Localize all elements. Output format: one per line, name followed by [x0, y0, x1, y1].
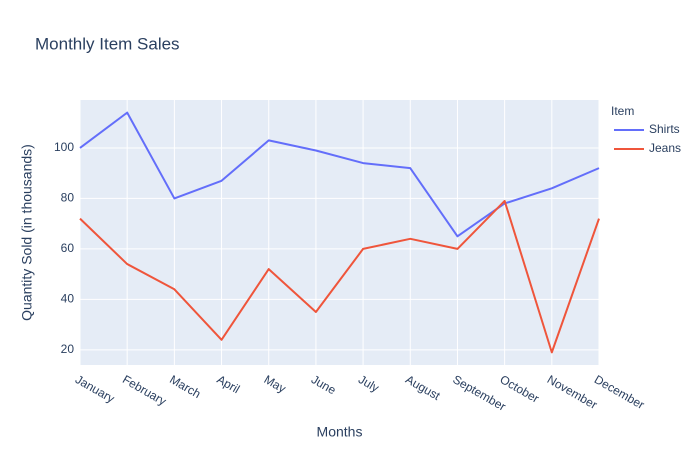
- x-axis-title: Months: [317, 424, 363, 440]
- x-tick-label: June: [309, 372, 339, 397]
- x-tick-label: January: [73, 372, 117, 405]
- series-line: [79, 199, 600, 354]
- x-tick-label: July: [356, 372, 381, 395]
- x-tick-label: August: [403, 372, 443, 403]
- chart-title: Monthly Item Sales: [35, 34, 180, 53]
- legend-label: Jeans: [649, 141, 681, 155]
- x-tick-label: April: [214, 372, 242, 396]
- y-axis-title: Quantity Sold (in thousands): [19, 144, 35, 321]
- x-tick-label: February: [120, 372, 169, 408]
- x-tick-label: December: [592, 372, 647, 412]
- legend-label: Shirts: [649, 122, 680, 136]
- grid: [79, 100, 600, 365]
- legend-title: Item: [611, 104, 634, 118]
- x-tick-label: March: [167, 372, 203, 401]
- y-tick-label: 40: [61, 292, 75, 306]
- x-tick-label: September: [450, 372, 508, 413]
- y-tick-label: 60: [61, 241, 75, 255]
- series-line: [79, 111, 600, 238]
- y-tick-label: 100: [54, 140, 74, 154]
- y-tick-label: 20: [61, 342, 75, 356]
- lines: [79, 111, 600, 354]
- x-tick-label: May: [262, 372, 289, 395]
- x-tick-label: November: [545, 372, 600, 412]
- plot-area: [80, 100, 599, 365]
- y-tick-label: 80: [61, 191, 75, 205]
